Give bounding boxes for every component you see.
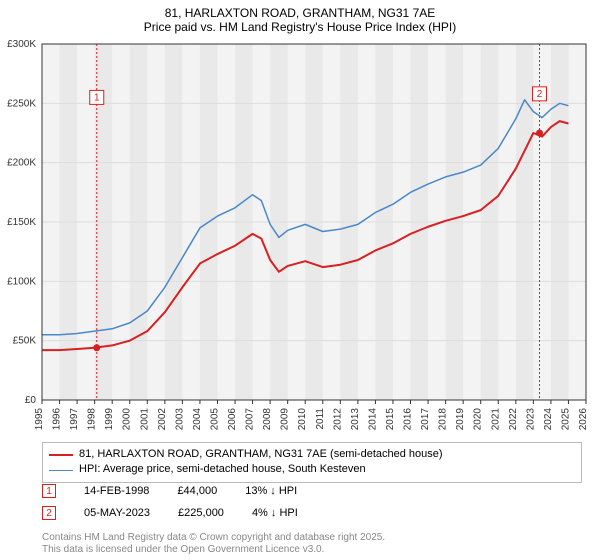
svg-text:2026: 2026 — [578, 408, 589, 431]
sale-marker-num: 2 — [46, 508, 52, 519]
legend-item: HPI: Average price, semi-detached house,… — [49, 462, 575, 477]
svg-text:2023: 2023 — [525, 408, 536, 431]
sale-delta: 4% ↓ HPI — [252, 507, 298, 519]
svg-text:2011: 2011 — [315, 408, 326, 430]
svg-text:2019: 2019 — [455, 408, 466, 431]
svg-text:2015: 2015 — [385, 408, 396, 431]
svg-text:1995: 1995 — [34, 408, 45, 431]
svg-text:2003: 2003 — [174, 408, 185, 431]
legend-swatch — [49, 454, 73, 456]
svg-text:2017: 2017 — [420, 408, 431, 431]
sale-marker: 2 — [42, 506, 56, 520]
svg-text:2020: 2020 — [473, 408, 484, 431]
legend-label: HPI: Average price, semi-detached house,… — [79, 462, 366, 477]
sale-price: £44,000 — [177, 485, 217, 497]
footer-line1: Contains HM Land Registry data © Crown c… — [42, 532, 385, 544]
svg-text:2013: 2013 — [350, 408, 361, 431]
sale-price: £225,000 — [178, 507, 224, 519]
sale-row: 1 14-FEB-1998 £44,000 13% ↓ HPI — [42, 484, 582, 498]
svg-text:£100K: £100K — [7, 276, 36, 287]
svg-text:2024: 2024 — [543, 408, 554, 431]
svg-text:2010: 2010 — [297, 408, 308, 431]
svg-text:1999: 1999 — [104, 408, 115, 431]
svg-text:1: 1 — [94, 92, 100, 103]
svg-text:£300K: £300K — [7, 39, 36, 50]
svg-text:2: 2 — [537, 89, 543, 100]
svg-text:2025: 2025 — [560, 408, 571, 431]
sale-delta: 13% ↓ HPI — [245, 485, 297, 497]
legend-item: 81, HARLAXTON ROAD, GRANTHAM, NG31 7AE (… — [49, 447, 575, 462]
svg-text:1996: 1996 — [52, 408, 63, 431]
svg-text:2008: 2008 — [262, 408, 273, 431]
title-line1: 81, HARLAXTON ROAD, GRANTHAM, NG31 7AE — [0, 0, 600, 20]
chart-area: £0£50K£100K£150K£200K£250K£300K199519961… — [42, 44, 586, 400]
svg-text:2002: 2002 — [157, 408, 168, 431]
svg-text:£0: £0 — [25, 395, 37, 406]
svg-text:2018: 2018 — [438, 408, 449, 431]
svg-text:1997: 1997 — [69, 408, 80, 431]
svg-text:2001: 2001 — [139, 408, 150, 431]
footer-line2: This data is licensed under the Open Gov… — [42, 544, 385, 556]
svg-text:2012: 2012 — [332, 408, 343, 431]
title-line2: Price paid vs. HM Land Registry's House … — [0, 20, 600, 38]
svg-text:2004: 2004 — [192, 408, 203, 431]
sale-marker: 1 — [42, 484, 56, 498]
sale-marker-num: 1 — [46, 486, 52, 497]
sale-date: 05-MAY-2023 — [84, 507, 150, 519]
sale-date: 14-FEB-1998 — [84, 485, 149, 497]
svg-text:2005: 2005 — [209, 408, 220, 431]
footer: Contains HM Land Registry data © Crown c… — [42, 532, 385, 556]
svg-text:£200K: £200K — [7, 158, 36, 169]
svg-text:2022: 2022 — [508, 408, 519, 431]
legend-swatch — [49, 470, 73, 471]
chart-svg: £0£50K£100K£150K£200K£250K£300K199519961… — [42, 44, 586, 400]
legend: 81, HARLAXTON ROAD, GRANTHAM, NG31 7AE (… — [42, 442, 582, 483]
svg-text:2014: 2014 — [367, 408, 378, 431]
sale-row: 2 05-MAY-2023 £225,000 4% ↓ HPI — [42, 506, 582, 520]
svg-text:2007: 2007 — [245, 408, 256, 431]
svg-text:1998: 1998 — [87, 408, 98, 431]
svg-text:2009: 2009 — [280, 408, 291, 431]
svg-text:£50K: £50K — [13, 336, 37, 347]
svg-text:£150K: £150K — [7, 217, 36, 228]
svg-text:£250K: £250K — [7, 98, 36, 109]
legend-label: 81, HARLAXTON ROAD, GRANTHAM, NG31 7AE (… — [79, 447, 443, 462]
chart-container: 81, HARLAXTON ROAD, GRANTHAM, NG31 7AE P… — [0, 0, 600, 560]
svg-text:2016: 2016 — [403, 408, 414, 431]
svg-text:2006: 2006 — [227, 408, 238, 431]
svg-text:2021: 2021 — [490, 408, 501, 431]
svg-text:2000: 2000 — [122, 408, 133, 431]
